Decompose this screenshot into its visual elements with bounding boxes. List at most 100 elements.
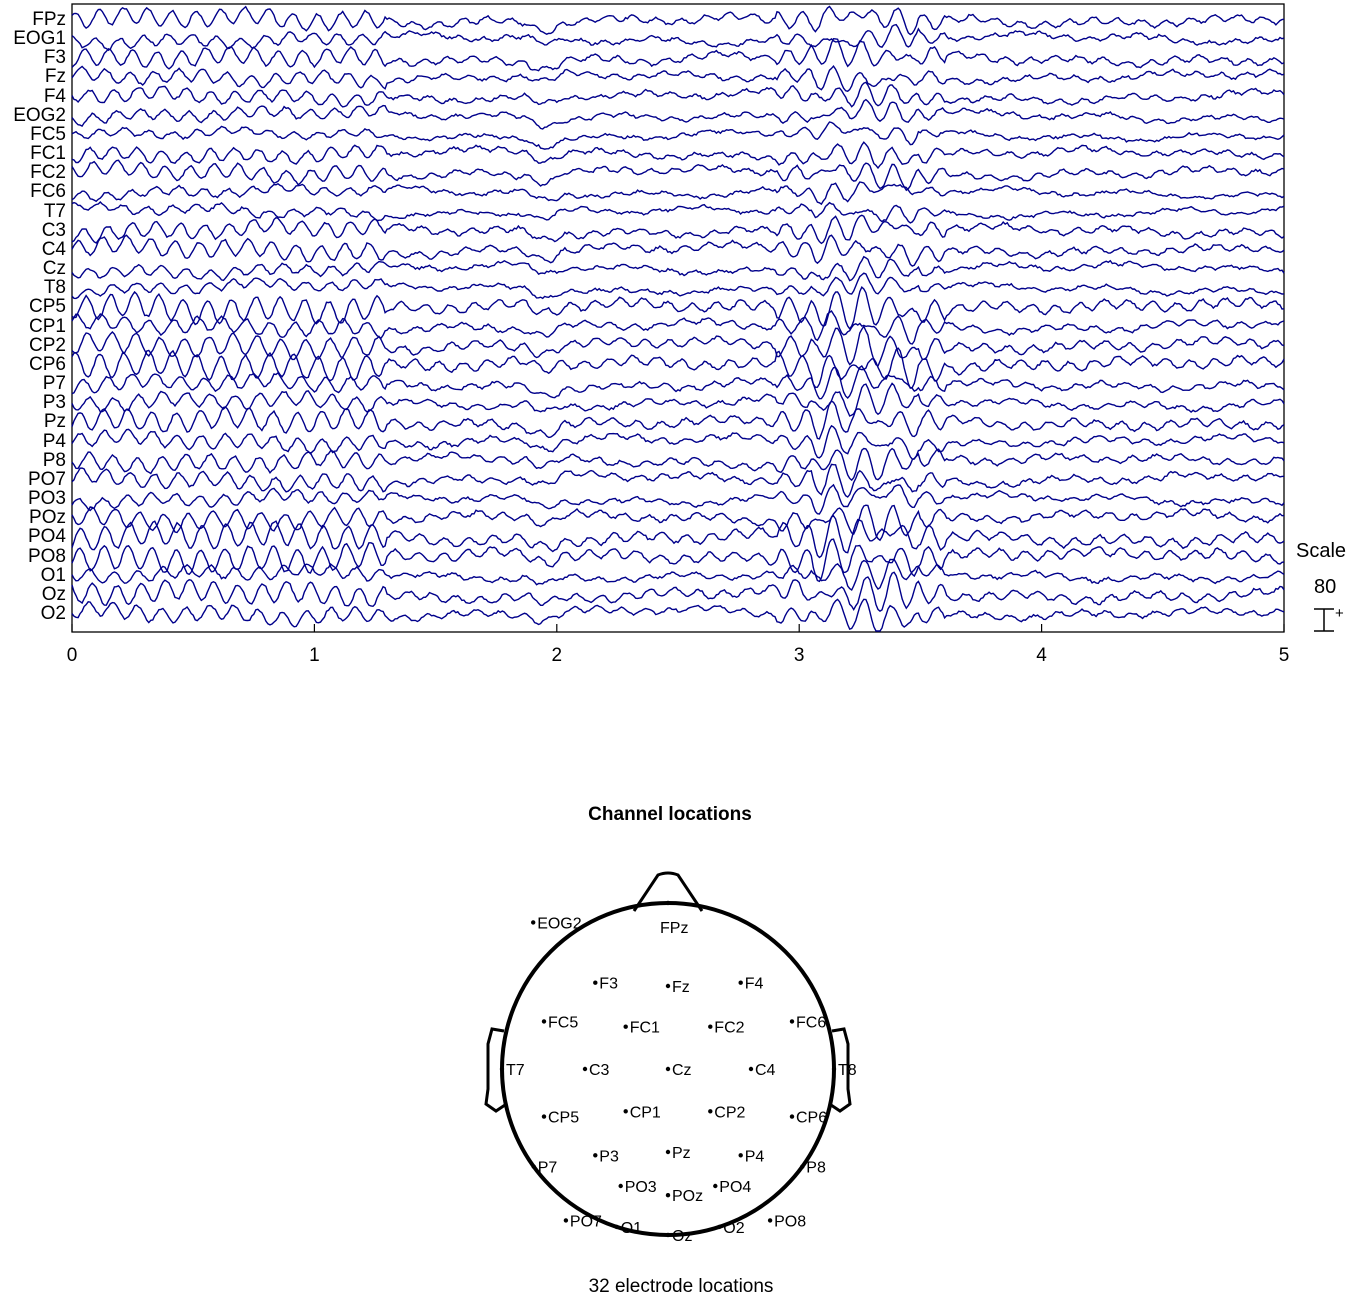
eeg-trace-fc6 (71, 181, 1285, 206)
electrode-label: P3 (599, 1148, 619, 1165)
channel-label: PO7 (27, 468, 66, 490)
electrode-dot-po8 (767, 1218, 773, 1223)
electrode-label: CP1 (630, 1104, 661, 1121)
eeg-trace-f3 (71, 37, 1285, 72)
channel-label: O1 (40, 564, 66, 586)
x-tick-label: 2 (551, 645, 563, 666)
eeg-trace-t7 (71, 200, 1285, 224)
electrode-label: T7 (506, 1062, 525, 1079)
channel-label: PO4 (27, 526, 66, 548)
electrode-dot-fc5 (541, 1019, 547, 1024)
electrode-dot-pz (665, 1149, 671, 1155)
electrode-label: PO3 (625, 1179, 657, 1196)
nose-outline (632, 871, 704, 912)
channel-label: P4 (42, 430, 66, 452)
electrode-label: P8 (806, 1160, 826, 1177)
channel-label: CP1 (29, 315, 66, 337)
channel-label: C4 (41, 238, 66, 260)
electrode-dot-eog2 (531, 920, 536, 925)
eeg-traces-svg (71, 3, 1285, 633)
eeg-trace-fc2 (71, 159, 1285, 192)
electrode-label: O1 (621, 1220, 642, 1237)
channel-label: T7 (43, 200, 66, 222)
scale-label: Scale (1296, 540, 1347, 562)
electrode-dot-cp6 (789, 1114, 795, 1119)
electrode-label: O2 (723, 1220, 744, 1237)
eeg-trace-fc5 (71, 121, 1285, 150)
eeg-scroll-plot: FPz EOG1 F3 Fz F4 EOG2 FC5 FC1 FC2 FC6 T7 C3 C4 Cz T8 C… (13, 3, 1347, 666)
eeg-trace-o1 (71, 558, 1285, 592)
eeg-trace-cp1 (71, 309, 1285, 345)
channel-label: PO8 (27, 545, 66, 567)
electrode-label: FC6 (796, 1014, 826, 1031)
channel-label: PO3 (27, 488, 66, 510)
x-tick-label: 1 (309, 645, 320, 666)
channel-label: FC2 (30, 162, 66, 184)
eeg-trace-cp2 (71, 324, 1285, 368)
electrode-label: EOG2 (537, 915, 582, 932)
eeg-trace-cp6 (71, 347, 1285, 389)
electrode-dot-f3 (593, 980, 598, 985)
eeg-trace-t8 (71, 272, 1285, 300)
x-tick-label: 4 (1036, 645, 1047, 666)
electrode-dot-po4 (713, 1183, 718, 1189)
x-tick-label: 0 (66, 645, 78, 666)
channel-location-map: EOG1EOG2FPzF3FzF4FC5FC1FC2FC6T7C3CzC4T8C… (484, 871, 857, 1245)
electrode-label: F4 (745, 976, 764, 993)
channel-label: Pz (43, 411, 66, 433)
eeg-trace-oz (71, 571, 1285, 612)
electrode-dot-po3 (618, 1183, 623, 1189)
channel-label: CP6 (29, 353, 66, 375)
channel-label: P3 (42, 392, 66, 414)
electrode-label: Oz (672, 1228, 692, 1245)
electrode-label: FC5 (548, 1014, 578, 1031)
channel-label: C3 (41, 219, 66, 241)
channel-label: Cz (42, 258, 66, 280)
right-ear-outline (830, 1027, 852, 1113)
electrode-dot-fc2 (708, 1024, 713, 1029)
electrode-label: P7 (538, 1160, 558, 1177)
electrode-dot-c4 (748, 1066, 754, 1072)
channel-label: FC5 (30, 123, 66, 145)
electrode-label: FC1 (630, 1020, 660, 1037)
electrode-label: Cz (672, 1062, 692, 1079)
scale-value: 80 (1314, 576, 1337, 598)
electrode-dot-p8 (800, 1164, 805, 1169)
electrode-dot-cz (665, 1066, 671, 1072)
eeg-trace-pz (71, 400, 1285, 440)
electrode-label: C3 (589, 1062, 610, 1079)
electrode-dot-t8 (831, 1066, 837, 1072)
electrode-label: Fz (672, 979, 690, 996)
eeg-trace-p7 (71, 364, 1285, 400)
electrode-dot-p4 (738, 1153, 743, 1158)
electrode-dot-cp5 (541, 1114, 547, 1119)
electrode-label: POz (672, 1188, 703, 1205)
scale-sign: + (1335, 606, 1344, 622)
eeg-trace-po4 (71, 514, 1285, 559)
electrode-dot-oz (665, 1232, 671, 1238)
electrode-dot-p7 (531, 1164, 536, 1169)
eeg-trace-eog1 (71, 23, 1285, 52)
electrode-label: FC2 (714, 1020, 744, 1037)
channel-label: EOG1 (13, 28, 66, 50)
electrode-label: T8 (838, 1062, 857, 1079)
channel-label: Oz (41, 583, 66, 605)
electrode-label: CP5 (548, 1110, 579, 1127)
eeg-trace-poz (71, 504, 1285, 542)
channel-label: T8 (43, 277, 66, 299)
electrode-dot-o1 (614, 1224, 619, 1230)
topo-caption: 32 electrode locations (588, 1276, 774, 1297)
channel-label: EOG2 (13, 104, 66, 126)
electrode-dot-f4 (738, 980, 743, 985)
channel-label: F4 (43, 85, 66, 107)
electrode-dot-poz (665, 1193, 671, 1198)
electrode-label: PO7 (570, 1213, 602, 1230)
eeg-trace-c3 (71, 214, 1285, 245)
electrode-dot-cp1 (623, 1109, 628, 1114)
eeg-axes-box (71, 3, 1285, 633)
channel-label: FPz (32, 9, 66, 30)
electrode-label: CP6 (796, 1110, 827, 1127)
eeg-trace-f4 (71, 81, 1285, 108)
eeg-trace-p4 (71, 424, 1285, 460)
channel-label: CP5 (29, 296, 66, 318)
